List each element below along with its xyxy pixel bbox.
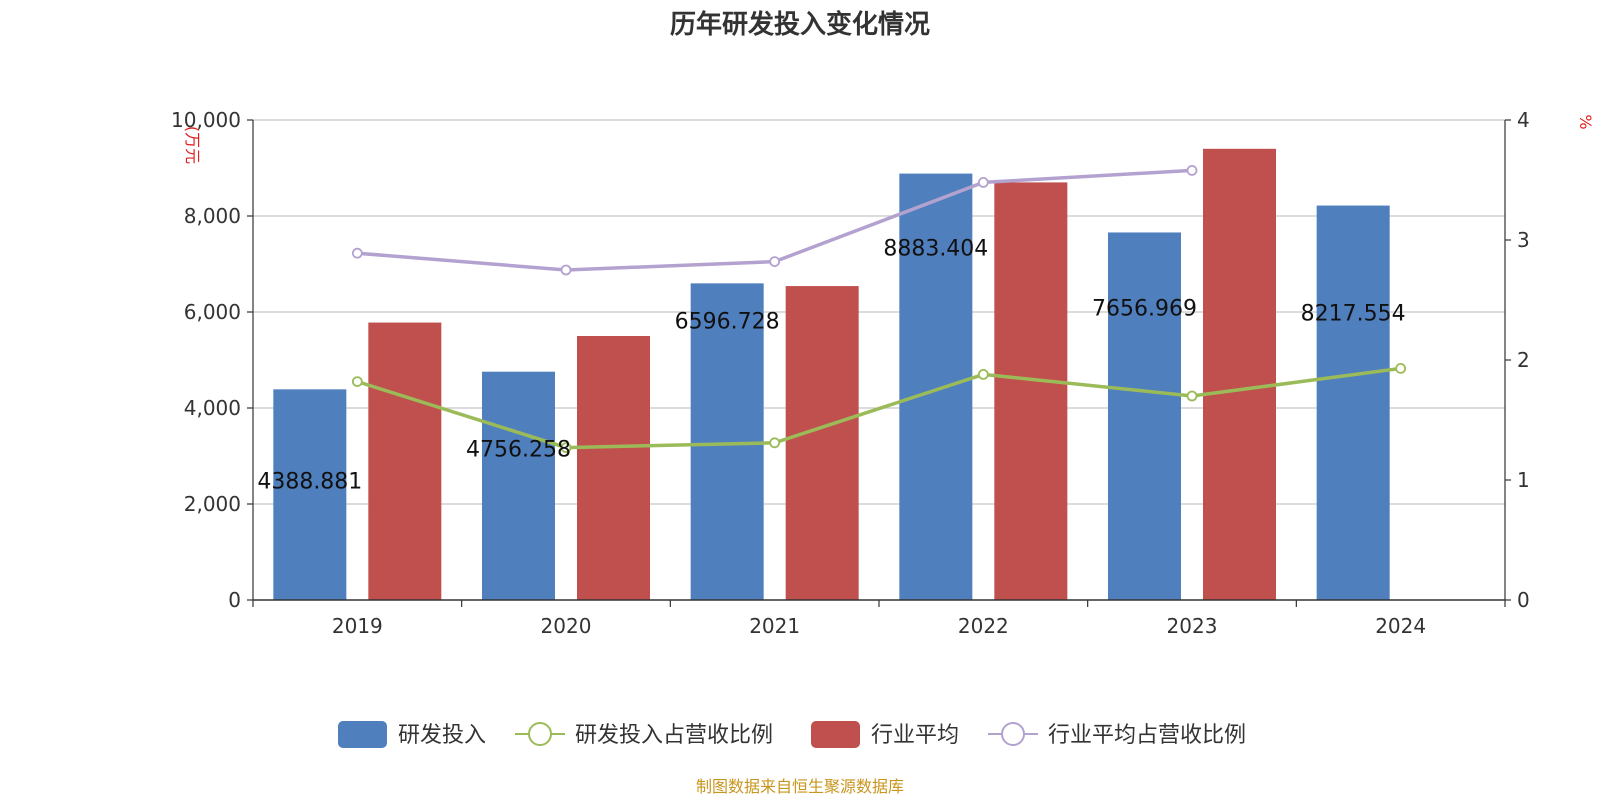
point-industry-ratio	[769, 256, 781, 268]
data-label: 8883.404	[883, 237, 988, 262]
bar-rd-investment	[899, 173, 973, 600]
point-rd-ratio	[1186, 390, 1198, 402]
legend-rd-ratio-label: 研发投入占营收比例	[575, 723, 773, 748]
y-right-tick-label: 0	[1517, 588, 1530, 612]
x-tick-label: 2021	[749, 614, 800, 638]
y-left-tick-label: 4,000	[184, 396, 241, 420]
x-tick-label: 2020	[541, 614, 592, 638]
point-industry-ratio	[351, 247, 363, 259]
data-label: 4388.881	[257, 469, 362, 494]
legend-industry-ratio-swatch-marker	[1001, 722, 1025, 746]
legend-rd-ratio-swatch-marker	[528, 722, 552, 746]
line-rd-ratio	[356, 366, 1401, 450]
legend-industry-average-swatch	[811, 721, 860, 748]
data-label: 6596.728	[675, 309, 780, 334]
y-left-unit-label: (万元	[183, 126, 202, 164]
bar-industry-average	[1203, 148, 1276, 601]
bar-rd-investment	[273, 389, 347, 600]
point-rd-ratio	[977, 368, 989, 380]
source-note: 制图数据来自恒生聚源数据库	[696, 777, 904, 796]
y-right-tick-label: 1	[1517, 468, 1530, 492]
x-tick-label: 2022	[958, 614, 1009, 638]
data-label: 7656.969	[1092, 296, 1197, 321]
y-right-tick-label: 3	[1517, 228, 1530, 252]
x-tick-label: 2019	[332, 614, 383, 638]
point-industry-ratio	[977, 176, 989, 188]
bar-rd-investment	[1316, 205, 1390, 600]
y-right-tick-label: 2	[1517, 348, 1530, 372]
chart-title: 历年研发投入变化情况	[670, 9, 930, 40]
legend-industry-average-label: 行业平均	[871, 723, 959, 748]
point-rd-ratio	[769, 437, 781, 449]
point-rd-ratio	[1395, 362, 1407, 374]
point-rd-ratio	[560, 442, 572, 454]
data-label: 4756.258	[466, 438, 571, 463]
bar-rd-investment	[1108, 232, 1181, 600]
legend-rd-investment-label: 研发投入	[398, 723, 486, 748]
y-left-tick-label: 2,000	[184, 492, 241, 516]
x-tick-label: 2024	[1375, 614, 1426, 638]
y-left-tick-label: 0	[228, 588, 241, 612]
bar-industry-average	[368, 322, 442, 600]
axes: 0 2,000 4,000 6,000 8,000 10,000 0 1 2 3 4 (万元% 2019…	[171, 108, 1595, 638]
lines	[351, 164, 1407, 454]
point-industry-ratio	[1186, 164, 1198, 176]
point-rd-ratio	[351, 376, 363, 388]
data-labels: 4388.881 4756.258 6596.728 8883.404 7656.969…	[257, 237, 1405, 495]
bar-rd-investment	[482, 371, 555, 600]
point-industry-ratio	[560, 264, 572, 276]
legend: 研发投入 研发投入占营收比例 行业平均 行业平均占营收比例	[338, 721, 1246, 748]
y-left-tick-label: 8,000	[184, 204, 241, 228]
gridlines	[253, 119, 1505, 505]
data-label: 8217.554	[1301, 302, 1406, 327]
bar-industry-average	[577, 336, 650, 600]
y-right-tick-label: 4	[1517, 108, 1530, 132]
legend-rd-investment-swatch	[338, 721, 387, 748]
bar-industry-average	[994, 182, 1068, 600]
y-right-unit-label: %	[1576, 114, 1595, 129]
y-left-tick-label: 10,000	[171, 108, 241, 132]
y-left-tick-label: 6,000	[184, 300, 241, 324]
bar-industry-average	[785, 286, 859, 600]
legend-industry-ratio-label: 行业平均占营收比例	[1048, 723, 1246, 748]
x-tick-label: 2023	[1167, 614, 1218, 638]
